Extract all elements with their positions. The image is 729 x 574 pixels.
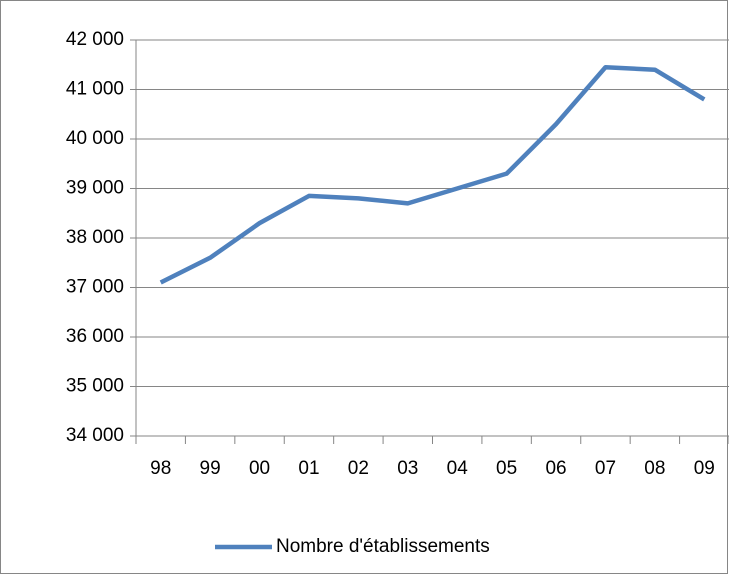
x-tick-label: 03: [397, 458, 418, 479]
x-tick-label: 09: [694, 458, 715, 479]
x-tick-label: 08: [644, 458, 665, 479]
x-tick-label: 06: [545, 458, 566, 479]
x-tick-label: 00: [249, 458, 270, 479]
y-tick-label: 37 000: [66, 277, 124, 298]
x-tick-label: 05: [496, 458, 517, 479]
x-tick-label: 98: [150, 458, 171, 479]
y-tick-label: 39 000: [66, 178, 124, 199]
y-tick-label: 38 000: [66, 227, 124, 248]
y-tick-label: 41 000: [66, 79, 124, 100]
x-tick-label: 02: [348, 458, 369, 479]
y-tick-label: 42 000: [66, 29, 124, 50]
y-tick-label: 35 000: [66, 376, 124, 397]
x-tick-label: 01: [298, 458, 319, 479]
y-tick-label: 36 000: [66, 326, 124, 347]
legend-label: Nombre d'établissements: [276, 536, 490, 557]
x-tick-label: 07: [595, 458, 616, 479]
y-tick-label: 34 000: [66, 425, 124, 446]
x-tick-label: 99: [200, 458, 221, 479]
x-tick-label: 04: [447, 458, 469, 479]
y-tick-label: 40 000: [66, 128, 124, 149]
data-line: [159, 64, 706, 285]
